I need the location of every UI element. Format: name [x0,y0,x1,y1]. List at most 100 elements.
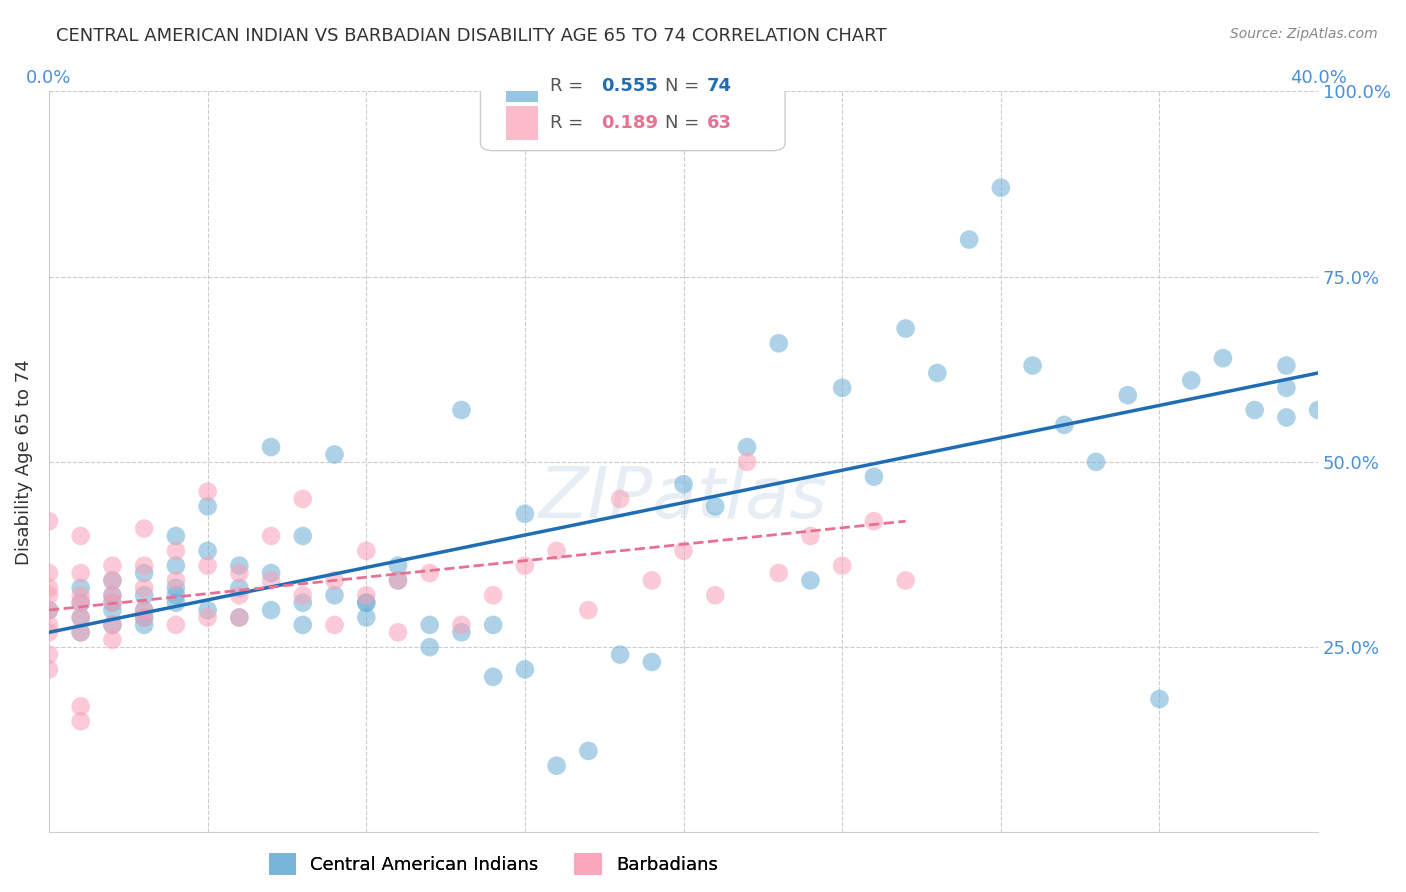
Barbadians [450,618,472,632]
Central American Indians [323,588,346,602]
Central American Indians [101,603,124,617]
Central American Indians [1085,455,1108,469]
Central American Indians [323,448,346,462]
Central American Indians [641,655,664,669]
FancyBboxPatch shape [506,70,537,103]
Barbadians [69,588,91,602]
Barbadians [165,574,187,588]
Central American Indians [356,596,378,610]
Central American Indians [228,581,250,595]
Text: CENTRAL AMERICAN INDIAN VS BARBADIAN DISABILITY AGE 65 TO 74 CORRELATION CHART: CENTRAL AMERICAN INDIAN VS BARBADIAN DIS… [56,27,887,45]
Central American Indians [356,596,378,610]
Barbadians [894,574,917,588]
Central American Indians [894,321,917,335]
Barbadians [356,544,378,558]
Central American Indians [165,581,187,595]
Barbadians [38,662,60,676]
Central American Indians [576,744,599,758]
Central American Indians [1243,403,1265,417]
Barbadians [38,566,60,580]
Central American Indians [1308,403,1330,417]
Barbadians [38,648,60,662]
Barbadians [101,558,124,573]
FancyBboxPatch shape [506,106,537,139]
Central American Indians [1116,388,1139,402]
Barbadians [197,484,219,499]
Central American Indians [1212,351,1234,366]
Central American Indians [228,558,250,573]
Barbadians [197,558,219,573]
Central American Indians [69,596,91,610]
Barbadians [576,603,599,617]
Central American Indians [1021,359,1043,373]
Barbadians [863,514,886,528]
Central American Indians [228,610,250,624]
Barbadians [291,491,314,506]
Barbadians [165,544,187,558]
Barbadians [38,514,60,528]
Central American Indians [1275,410,1298,425]
Central American Indians [69,610,91,624]
Legend: Central American Indians, Barbadians: Central American Indians, Barbadians [262,847,725,883]
Barbadians [672,544,695,558]
Barbadians [768,566,790,580]
Barbadians [69,699,91,714]
Central American Indians [672,477,695,491]
Central American Indians [419,618,441,632]
Barbadians [69,625,91,640]
Central American Indians [450,403,472,417]
Central American Indians [69,625,91,640]
Barbadians [799,529,821,543]
Text: Source: ZipAtlas.com: Source: ZipAtlas.com [1230,27,1378,41]
Barbadians [641,574,664,588]
Barbadians [134,522,156,536]
Central American Indians [69,581,91,595]
Central American Indians [134,603,156,617]
Barbadians [101,596,124,610]
Barbadians [38,625,60,640]
Central American Indians [1149,692,1171,706]
Central American Indians [990,180,1012,194]
Barbadians [69,714,91,729]
Barbadians [228,566,250,580]
Barbadians [101,574,124,588]
Central American Indians [197,603,219,617]
Barbadians [38,588,60,602]
Y-axis label: Disability Age 65 to 74: Disability Age 65 to 74 [15,359,32,565]
Central American Indians [134,588,156,602]
Barbadians [228,588,250,602]
Barbadians [134,603,156,617]
Text: R =: R = [550,78,583,95]
Central American Indians [165,596,187,610]
Central American Indians [101,588,124,602]
Central American Indians [291,596,314,610]
Central American Indians [927,366,949,380]
Barbadians [291,588,314,602]
Text: N =: N = [665,78,699,95]
Barbadians [546,544,568,558]
Central American Indians [704,500,727,514]
Barbadians [228,610,250,624]
Barbadians [482,588,505,602]
Barbadians [260,574,283,588]
Central American Indians [260,603,283,617]
Barbadians [69,566,91,580]
Barbadians [323,574,346,588]
Barbadians [513,558,536,573]
Central American Indians [735,440,758,454]
FancyBboxPatch shape [481,54,785,151]
Central American Indians [197,500,219,514]
Barbadians [134,581,156,595]
Barbadians [387,625,409,640]
Central American Indians [387,558,409,573]
Central American Indians [482,618,505,632]
Central American Indians [165,529,187,543]
Central American Indians [197,544,219,558]
Text: 0.555: 0.555 [600,78,658,95]
Text: 0.189: 0.189 [600,114,658,132]
Barbadians [38,603,60,617]
Central American Indians [165,558,187,573]
Barbadians [356,588,378,602]
Barbadians [38,581,60,595]
Central American Indians [291,618,314,632]
